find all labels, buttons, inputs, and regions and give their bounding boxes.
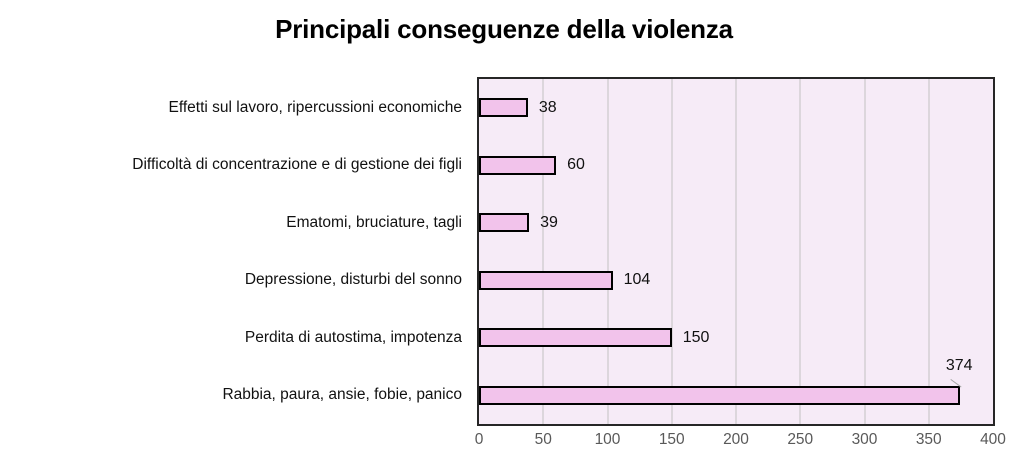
data-label: 39 — [540, 213, 558, 231]
category-label: Depressione, disturbi del sonno — [244, 271, 462, 289]
x-axis-tick-label: 100 — [594, 431, 621, 448]
gridline — [670, 79, 673, 424]
plot-area: 38 60 39 104 150 374 — [477, 77, 995, 426]
bar — [479, 98, 528, 118]
data-label: 150 — [682, 328, 710, 346]
bar — [479, 155, 557, 175]
data-label: 374 — [945, 356, 973, 374]
bar — [479, 270, 613, 290]
gridline — [799, 79, 802, 424]
bar — [479, 328, 672, 348]
x-axis-tick-label: 350 — [915, 431, 942, 448]
gridline — [927, 79, 930, 424]
gridline — [606, 79, 609, 424]
x-axis-tick-label: 300 — [851, 431, 878, 448]
gridline — [863, 79, 866, 424]
gridline — [542, 79, 545, 424]
category-label: Ematomi, bruciature, tagli — [286, 213, 462, 231]
category-label: Effetti sul lavoro, ripercussioni econom… — [168, 98, 463, 116]
category-label: Rabbia, paura, ansie, fobie, panico — [222, 386, 462, 404]
data-label: 60 — [567, 156, 585, 174]
category-axis-labels: Effetti sul lavoro, ripercussioni econom… — [0, 79, 462, 424]
x-axis-tick-label: 250 — [787, 431, 814, 448]
x-axis-tick-label: 200 — [723, 431, 749, 448]
x-axis-tick-label: 50 — [534, 431, 552, 448]
data-label: 104 — [623, 271, 651, 289]
value-axis: 0 50 100 150 200 250 300 350 400 — [475, 431, 1006, 453]
bar — [479, 213, 530, 233]
category-label: Perdita di autostima, impotenza — [244, 328, 462, 346]
x-axis-tick-label: 150 — [658, 431, 685, 448]
x-axis-tick-label: 0 — [474, 431, 484, 448]
chart-title: Principali conseguenze della violenza — [275, 14, 733, 44]
data-label: 38 — [538, 98, 557, 116]
bar — [479, 385, 960, 405]
gridline — [735, 79, 737, 424]
x-axis-tick-label: 400 — [980, 431, 1006, 448]
category-label: Difficoltà di concentrazione e di gestio… — [132, 156, 462, 174]
plot-inner: 38 60 39 104 150 374 — [479, 79, 993, 424]
